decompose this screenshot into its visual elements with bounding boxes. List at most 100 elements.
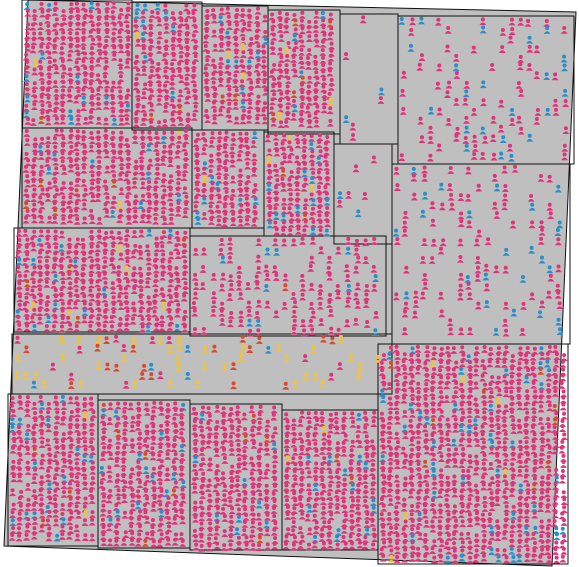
agent-pink-129 [53, 66, 60, 75]
agent-pink-371 [218, 7, 226, 16]
agent-pink-31 [67, 15, 74, 24]
agent-pink-628 [306, 120, 314, 129]
agent-pink-100 [22, 52, 30, 61]
agents-layer [8, 0, 570, 564]
agent-pink-642 [479, 17, 487, 26]
agent-pink-482 [254, 101, 261, 110]
agent-pink-110 [110, 52, 118, 61]
agent-pink-332 [148, 89, 156, 97]
agent-blue-408 [262, 36, 270, 45]
agent-pink-3238 [560, 490, 568, 499]
agent-pink-276 [169, 38, 177, 47]
agent-pink-216 [24, 117, 32, 125]
agent-pink-162 [24, 87, 31, 96]
agent-blue-210 [66, 109, 74, 118]
agent-pink-106 [81, 51, 89, 60]
agent-pink-16 [51, 8, 59, 16]
agent-pink-599 [269, 97, 276, 106]
agent-pink-116 [51, 58, 59, 67]
agent-pink-657 [444, 44, 451, 53]
agent-pink-145 [94, 73, 102, 82]
agent-pink-452 [203, 80, 210, 89]
agent-pink-227 [102, 117, 110, 126]
agent-pink-226 [95, 116, 103, 125]
agent-pink-499 [261, 116, 269, 125]
agent-pink-365 [161, 119, 169, 127]
agent-pink-302 [175, 61, 183, 70]
agent-pink-99 [124, 45, 131, 53]
agent-pink-575 [275, 76, 283, 85]
agent-pink-207 [44, 109, 52, 118]
agent-pink-134 [88, 66, 96, 75]
agent-blue-640 [418, 16, 425, 25]
agent-blue-259 [169, 24, 177, 33]
agent-pink-367 [177, 117, 185, 126]
agent-pink-290 [146, 53, 154, 61]
agent-pink-133 [81, 66, 89, 74]
agent-pink-76 [67, 37, 75, 46]
agent-red-356 [147, 112, 155, 121]
agent-pink-128 [45, 67, 53, 76]
agent-pink-439 [239, 64, 247, 73]
agent-pink-597 [321, 89, 328, 98]
district-block-19 [377, 343, 569, 565]
agent-pink-361 [132, 119, 140, 128]
agent-blue-232 [141, 3, 149, 12]
agent-pink-243 [177, 10, 184, 19]
agent-pink-2955 [559, 402, 567, 411]
agent-pink-257 [147, 26, 155, 35]
agent-pink-74 [51, 38, 59, 47]
agent-blue-231 [134, 3, 141, 11]
agent-pink-387 [218, 22, 226, 31]
agent-pink-60 [59, 30, 67, 39]
agent-pink-545 [298, 47, 305, 56]
agent-pink-196 [53, 101, 60, 110]
agent-pink-596 [312, 90, 320, 98]
agent-pink-619 [284, 112, 292, 120]
agent-pink-214 [117, 109, 125, 118]
agent-pink-669 [488, 63, 496, 71]
agent-pink-28 [44, 15, 51, 24]
agent-blue-233 [154, 2, 162, 11]
agent-pink-2789 [560, 353, 568, 361]
agent-pink-3049 [560, 432, 568, 441]
agent-pink-224 [82, 116, 90, 125]
agent-pink-262 [192, 24, 199, 33]
agent-pink-449 [246, 72, 254, 81]
agent-pink-351 [170, 105, 178, 113]
agent-pink-398 [239, 28, 247, 37]
agent-pink-339 [134, 97, 142, 106]
agent-pink-8 [94, 2, 102, 11]
agent-blue-672 [561, 63, 568, 72]
agent-pink-221 [59, 116, 67, 125]
agent-pink-316 [155, 75, 163, 83]
agent-pink-641 [434, 17, 442, 26]
agent-pink-446 [225, 71, 233, 80]
agent-pink-477 [218, 100, 226, 109]
agent-pink-260 [176, 24, 184, 33]
agent-pink-3189 [559, 475, 566, 484]
agent-pink-172 [94, 87, 102, 96]
agent-pink-629 [313, 119, 320, 128]
agent-pink-494 [226, 114, 233, 123]
agent-pink-64 [87, 29, 95, 38]
agent-pink-632 [342, 52, 350, 60]
agent-pink-217 [29, 118, 37, 126]
agent-pink-369 [203, 8, 211, 17]
agent-pink-240 [154, 10, 162, 19]
agent-pink-422 [247, 51, 255, 59]
agent-pink-373 [233, 7, 241, 16]
agent-blue-3354 [559, 526, 567, 535]
agent-pink-573 [326, 68, 334, 77]
agent-pink-388 [226, 22, 233, 31]
agent-pink-670 [516, 62, 524, 71]
agent-pink-80 [95, 37, 103, 46]
agent-pink-608 [268, 106, 276, 115]
agent-pink-34 [88, 15, 95, 24]
agent-pink-81 [102, 38, 110, 47]
agent-pink-178 [31, 94, 39, 103]
agent-pink-386 [203, 21, 211, 30]
agent-pink-176 [124, 88, 132, 97]
agent-pink-397 [232, 30, 239, 39]
